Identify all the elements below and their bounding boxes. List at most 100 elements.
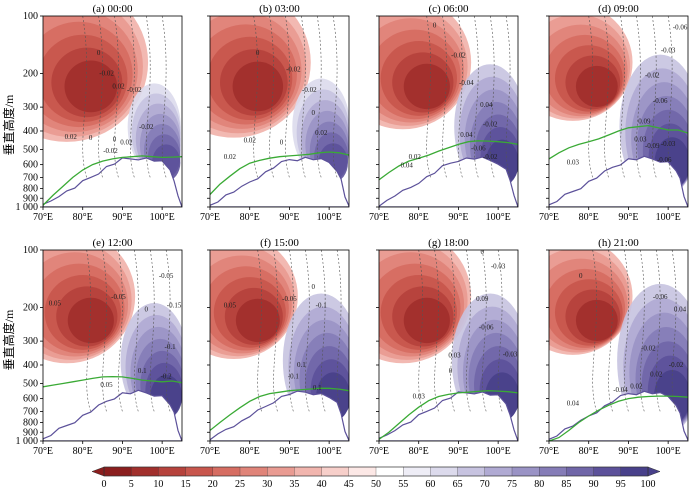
terrain-mask <box>43 157 182 207</box>
contour-label: 0.09 <box>476 295 489 303</box>
contour-label: 0.02 <box>112 83 125 91</box>
x-tick-label: 100°E <box>150 212 175 223</box>
y-tick-label: 300 <box>23 336 38 347</box>
contour-line <box>481 250 487 412</box>
contour-line <box>442 16 447 178</box>
colorbar-frame <box>103 466 649 477</box>
panel-title: (c) 06:00 <box>428 3 469 15</box>
green-boundary-line <box>43 155 182 206</box>
panel-2: (c) 06:00-0.020-0.040.04-0.020.04-0.06-0… <box>369 3 519 223</box>
contour-label: -0.1 <box>288 372 300 380</box>
contour-label: 0.03 <box>567 159 580 167</box>
panel-title: (e) 12:00 <box>92 237 133 249</box>
colorbar-extend-low <box>91 466 105 477</box>
red-contour-band <box>575 299 618 342</box>
panel-frame <box>378 15 519 208</box>
contour-line <box>161 16 167 178</box>
x-tick-label: 90°E <box>448 212 468 223</box>
contour-label: 0.02 <box>315 129 328 137</box>
colorbar-tick-label: 100 <box>641 479 656 490</box>
x-tick-label: 100°E <box>656 212 681 223</box>
terrain-mask <box>379 391 518 441</box>
colorbar-bin <box>267 466 295 477</box>
panel-field: -0.06-0.03-0.02-0.060.090.03-0.03-0.090.… <box>549 16 688 207</box>
y-tick-label: 1 000 <box>16 436 39 447</box>
x-tick-label: 80°E <box>73 212 93 223</box>
contour-line <box>332 16 338 178</box>
contour-label: 0 <box>579 272 583 280</box>
panel-frame <box>548 15 689 208</box>
contour-label: -0.1 <box>165 343 177 351</box>
contour-line <box>130 16 135 178</box>
contour-label: 0.02 <box>120 138 133 146</box>
colorbar-tick-label: 15 <box>181 479 191 490</box>
colorbar-tick-label: 80 <box>534 479 544 490</box>
contour-line <box>418 250 423 412</box>
contour-label: 0.04 <box>480 101 493 109</box>
contour-line <box>505 16 511 178</box>
contour-line <box>655 250 661 412</box>
panel-title: (a) 00:00 <box>92 3 133 15</box>
contour-label: -0.1 <box>316 301 328 309</box>
contour-line <box>320 250 326 412</box>
x-tick-label: 80°E <box>73 446 93 457</box>
green-boundary-line <box>379 140 518 181</box>
terrain-mask <box>549 155 688 207</box>
y-tick-label: 900 <box>23 193 38 204</box>
contour-label: 0.04 <box>674 306 687 314</box>
panel-title: (h) 21:00 <box>598 237 639 249</box>
contour-label: -0.15 <box>167 301 182 309</box>
panel-title: (d) 09:00 <box>598 3 639 15</box>
contour-label: -0.06 <box>479 323 494 331</box>
red-contour-band <box>64 60 118 113</box>
contour-label: -0.02 <box>302 86 317 94</box>
y-tick-label: 100 <box>23 245 38 256</box>
x-tick-label: 70°E <box>369 446 389 457</box>
y-tick-label: 500 <box>23 145 38 156</box>
contour-label: -0.02 <box>451 52 466 60</box>
contour-label: 0 <box>449 367 453 375</box>
contour-label: 0 <box>256 49 260 57</box>
contour-line <box>114 16 119 178</box>
panel-field: 0-0.020.02 -0.02-0.020.02 0-0.020 0.02 <box>43 16 182 207</box>
colorbar-bin <box>430 466 459 477</box>
contour-line <box>636 16 641 178</box>
colorbar-tick-label: 95 <box>616 479 626 490</box>
y-tick-label: 300 <box>23 102 38 113</box>
colorbar-bin <box>511 466 540 477</box>
panel-field: 0.05 -0.05 -0.1 0 0.1 -0.1 0.1 <box>210 250 349 441</box>
contour-label: 0 <box>433 22 437 30</box>
contour-label: 0.05 <box>49 299 62 307</box>
terrain-mask <box>43 389 182 441</box>
contour-label: -0.03 <box>503 350 518 358</box>
x-tick-label: 70°E <box>200 446 220 457</box>
red-contour-band <box>235 298 280 343</box>
x-tick-label: 70°E <box>33 446 53 457</box>
colorbar-tick-label: 85 <box>561 479 571 490</box>
contour-line <box>269 16 274 178</box>
colorbar-tick-label: 40 <box>317 479 327 490</box>
contour-line <box>588 16 593 178</box>
panel-title: (b) 03:00 <box>259 3 300 15</box>
contour-line <box>608 250 613 412</box>
contour-label: 0.1 <box>297 361 306 369</box>
contour-label: 0.02 <box>65 133 78 141</box>
y-tick-label: 800 <box>23 183 38 194</box>
x-tick-label: 70°E <box>539 446 559 457</box>
contour-line <box>82 16 87 178</box>
contour-label: -0.02 <box>103 147 118 155</box>
colorbar-tick-label: 55 <box>398 479 408 490</box>
colorbar-extend-high <box>647 466 661 477</box>
x-tick-label: 100°E <box>486 446 511 457</box>
colorbar-tick-label: 90 <box>589 479 599 490</box>
x-tick-label: 90°E <box>279 446 299 457</box>
contour-line <box>497 250 503 412</box>
x-tick-label: 90°E <box>448 446 468 457</box>
contour-label: -0.05 <box>282 295 297 303</box>
panel-title: (g) 18:00 <box>428 237 469 249</box>
contour-line <box>253 16 258 178</box>
y-tick-label: 600 <box>23 394 38 405</box>
x-tick-label: 90°E <box>618 446 638 457</box>
contour-line <box>651 16 657 178</box>
